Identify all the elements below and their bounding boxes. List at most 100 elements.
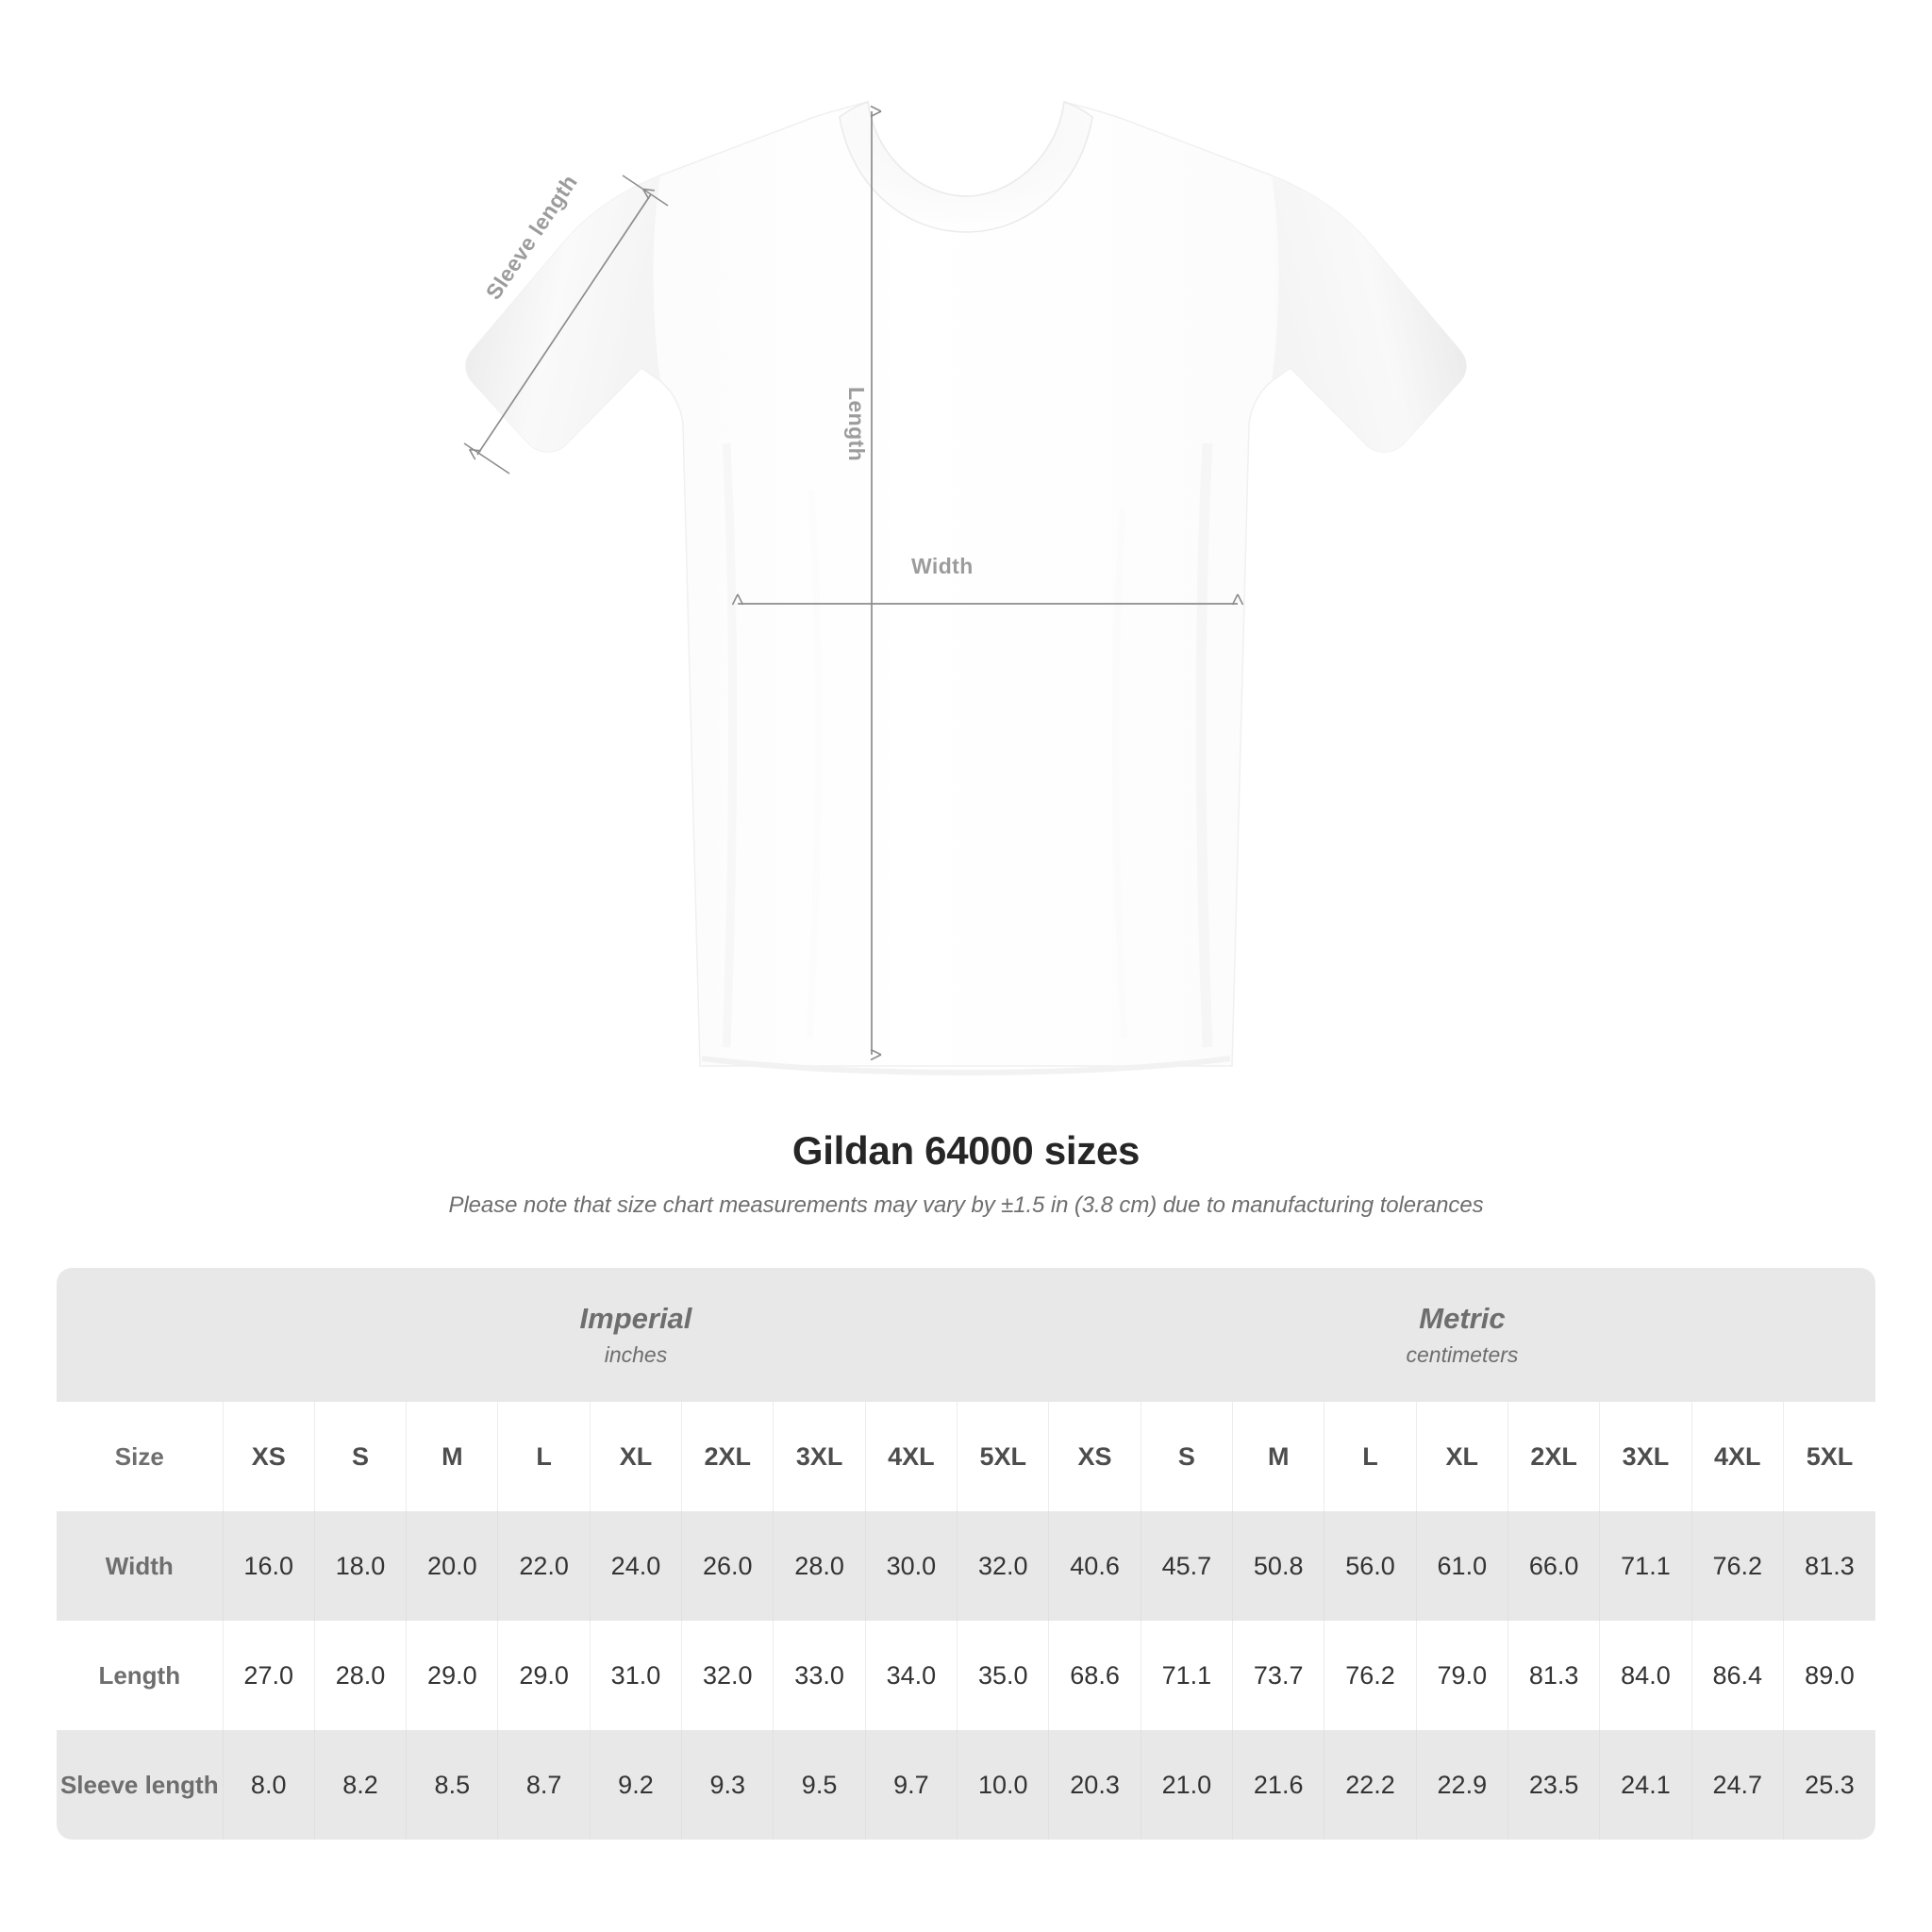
size-header-metric-xs: XS [1048, 1402, 1141, 1511]
cell-sleeve-imperial-xs: 8.0 [223, 1730, 315, 1840]
size-header-metric-xl: XL [1416, 1402, 1508, 1511]
cell-width-imperial-xs: 16.0 [223, 1511, 315, 1621]
chart-title: Gildan 64000 sizes [791, 1128, 1141, 1173]
cell-sleeve-imperial-l: 8.7 [497, 1730, 591, 1840]
cell-sleeve-imperial-m: 8.5 [406, 1730, 499, 1840]
cell-length-imperial-m: 29.0 [406, 1621, 499, 1730]
sleeve-measure-line [468, 188, 655, 460]
cell-sleeve-metric-2xl: 23.5 [1507, 1730, 1601, 1840]
title-block: Gildan 64000 sizes Please note that size… [0, 1128, 1932, 1219]
size-header-row: Size XS S M L XL 2XL 3XL 4XL 5XL XS S M … [57, 1402, 1875, 1511]
size-table-body: Imperial inches Metric centimeters Size … [57, 1268, 1875, 1840]
table-row: Sleeve length 8.0 8.2 8.5 8.7 9.2 9.3 9.… [57, 1730, 1875, 1840]
cell-length-metric-l: 76.2 [1324, 1621, 1417, 1730]
cell-length-imperial-4xl: 34.0 [865, 1621, 958, 1730]
size-header-imperial-4xl: 4XL [865, 1402, 958, 1511]
cell-length-metric-5xl: 89.0 [1783, 1621, 1875, 1730]
unit-group-metric: Metric centimeters [1048, 1268, 1875, 1402]
cell-width-metric-s: 45.7 [1141, 1511, 1234, 1621]
sleeve-cap-bottom [463, 442, 510, 475]
cell-length-imperial-s: 28.0 [314, 1621, 408, 1730]
cell-sleeve-metric-l: 22.2 [1324, 1730, 1417, 1840]
cell-length-metric-xl: 79.0 [1416, 1621, 1508, 1730]
imperial-unit: inches [604, 1342, 668, 1368]
cell-width-metric-2xl: 66.0 [1507, 1511, 1601, 1621]
cell-sleeve-imperial-s: 8.2 [314, 1730, 408, 1840]
unit-row-spacer [57, 1268, 224, 1402]
cell-sleeve-metric-xl: 22.9 [1416, 1730, 1508, 1840]
cell-width-metric-xl: 61.0 [1416, 1511, 1508, 1621]
cell-width-imperial-l: 22.0 [497, 1511, 591, 1621]
size-header-imperial-l: L [497, 1402, 591, 1511]
table-row: Width 16.0 18.0 20.0 22.0 24.0 26.0 28.0… [57, 1511, 1875, 1621]
metric-name: Metric [1419, 1301, 1506, 1335]
cell-width-imperial-m: 20.0 [406, 1511, 499, 1621]
cell-sleeve-metric-s: 21.0 [1141, 1730, 1234, 1840]
cell-sleeve-metric-m: 21.6 [1232, 1730, 1325, 1840]
cell-length-metric-3xl: 84.0 [1599, 1621, 1692, 1730]
cell-width-imperial-5xl: 32.0 [957, 1511, 1050, 1621]
row-label-length: Length [57, 1621, 224, 1730]
size-header-metric-s: S [1141, 1402, 1234, 1511]
size-header-label: Size [57, 1402, 224, 1511]
size-header-metric-5xl: 5XL [1783, 1402, 1875, 1511]
cell-length-imperial-3xl: 33.0 [773, 1621, 866, 1730]
cell-width-metric-m: 50.8 [1232, 1511, 1325, 1621]
metric-unit: centimeters [1406, 1342, 1519, 1368]
size-header-metric-m: M [1232, 1402, 1325, 1511]
cell-width-metric-l: 56.0 [1324, 1511, 1417, 1621]
row-label-width: Width [57, 1511, 224, 1621]
size-header-imperial-5xl: 5XL [957, 1402, 1050, 1511]
unit-system-row: Imperial inches Metric centimeters [57, 1268, 1875, 1402]
cell-length-imperial-xs: 27.0 [223, 1621, 315, 1730]
unit-group-imperial: Imperial inches [223, 1268, 1049, 1402]
width-label: Width [911, 554, 974, 578]
cell-sleeve-metric-4xl: 24.7 [1691, 1730, 1784, 1840]
size-header-metric-3xl: 3XL [1599, 1402, 1692, 1511]
left-sleeve-shading [466, 175, 660, 452]
cell-length-metric-s: 71.1 [1141, 1621, 1234, 1730]
cell-sleeve-imperial-2xl: 9.3 [681, 1730, 774, 1840]
imperial-name: Imperial [579, 1301, 692, 1335]
sleeve-cap-top [622, 175, 669, 207]
cell-width-metric-xs: 40.6 [1048, 1511, 1141, 1621]
cell-width-metric-4xl: 76.2 [1691, 1511, 1784, 1621]
cell-length-metric-xs: 68.6 [1048, 1621, 1141, 1730]
right-sleeve-shading [1272, 175, 1466, 452]
row-label-sleeve-length: Sleeve length [57, 1730, 224, 1840]
size-header-imperial-3xl: 3XL [773, 1402, 866, 1511]
size-header-metric-l: L [1324, 1402, 1417, 1511]
cell-length-imperial-xl: 31.0 [590, 1621, 683, 1730]
size-header-imperial-xl: XL [590, 1402, 683, 1511]
cell-width-imperial-s: 18.0 [314, 1511, 408, 1621]
cell-sleeve-imperial-5xl: 10.0 [957, 1730, 1050, 1840]
size-header-metric-4xl: 4XL [1691, 1402, 1784, 1511]
size-header-imperial-s: S [314, 1402, 408, 1511]
cell-sleeve-metric-xs: 20.3 [1048, 1730, 1141, 1840]
cell-width-metric-5xl: 81.3 [1783, 1511, 1875, 1621]
cell-sleeve-imperial-xl: 9.2 [590, 1730, 683, 1840]
size-header-imperial-xs: XS [223, 1402, 315, 1511]
cell-sleeve-imperial-3xl: 9.5 [773, 1730, 866, 1840]
cell-length-imperial-5xl: 35.0 [957, 1621, 1050, 1730]
size-table-container: Imperial inches Metric centimeters Size … [57, 1268, 1875, 1840]
cell-length-metric-2xl: 81.3 [1507, 1621, 1601, 1730]
tshirt-diagram: Sleeve length Length Width [463, 100, 1467, 1075]
cell-width-imperial-xl: 24.0 [590, 1511, 683, 1621]
cell-width-imperial-4xl: 30.0 [865, 1511, 958, 1621]
size-table: Imperial inches Metric centimeters Size … [57, 1268, 1875, 1840]
collar-band [839, 100, 1093, 233]
cell-length-metric-m: 73.7 [1232, 1621, 1325, 1730]
table-row: Length 27.0 28.0 29.0 29.0 31.0 32.0 33.… [57, 1621, 1875, 1730]
size-header-metric-2xl: 2XL [1507, 1402, 1601, 1511]
size-header-imperial-2xl: 2XL [681, 1402, 774, 1511]
chart-subtitle: Please note that size chart measurements… [448, 1192, 1484, 1218]
cell-width-metric-3xl: 71.1 [1599, 1511, 1692, 1621]
cell-sleeve-metric-3xl: 24.1 [1599, 1730, 1692, 1840]
tshirt-illustration [463, 100, 1467, 1075]
cell-length-imperial-l: 29.0 [497, 1621, 591, 1730]
cell-width-imperial-3xl: 28.0 [773, 1511, 866, 1621]
cell-sleeve-imperial-4xl: 9.7 [865, 1730, 958, 1840]
cell-width-imperial-2xl: 26.0 [681, 1511, 774, 1621]
